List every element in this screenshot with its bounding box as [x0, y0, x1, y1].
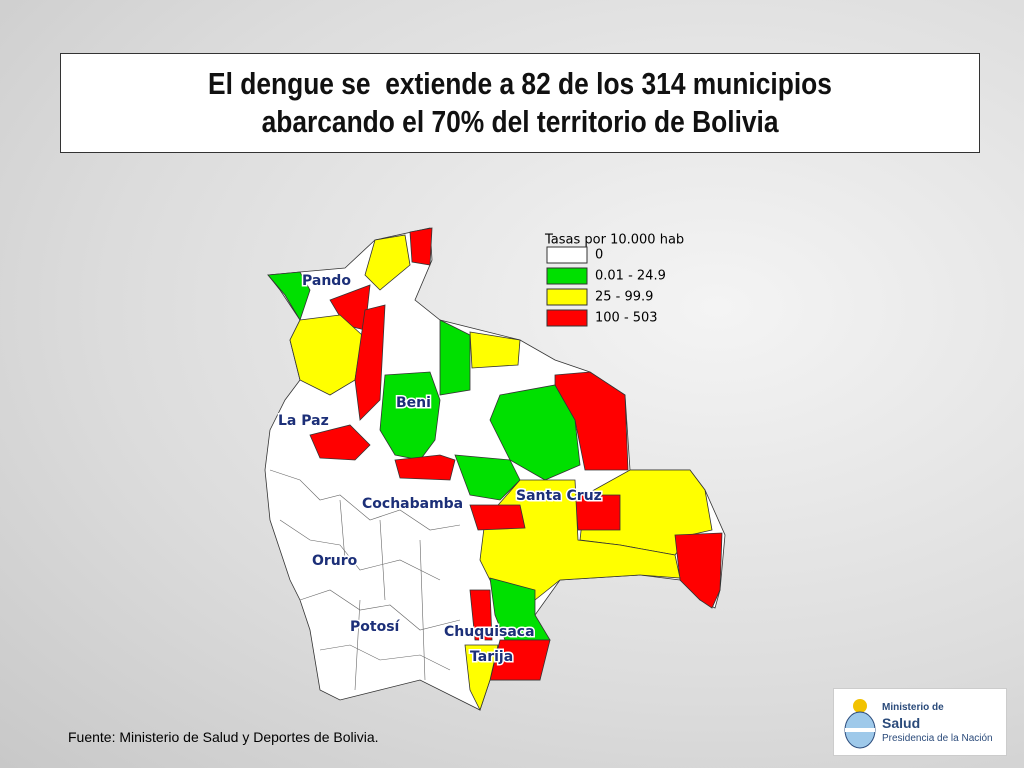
map-label: La Paz	[278, 413, 329, 429]
map-label: Chuquisaca	[444, 624, 535, 640]
map-label: Beni	[396, 395, 431, 411]
title-box: El dengue se extiende a 82 de los 314 mu…	[60, 53, 980, 153]
logo-text: Presidencia de la Nación	[882, 733, 993, 744]
map-label: Cochabamba	[362, 496, 463, 512]
region	[409, 227, 433, 266]
legend-label: 0.01 - 24.9	[595, 269, 666, 284]
region	[469, 589, 493, 641]
region	[289, 314, 363, 396]
region	[354, 304, 386, 421]
region	[469, 504, 526, 531]
source: Fuente: Ministerio de Salud y Deportes d…	[68, 729, 379, 745]
logo: Ministerio de Salud Presidencia de la Na…	[833, 688, 1007, 756]
region	[309, 424, 371, 461]
title-line: El dengue se extiende a 82 de los 314 mu…	[208, 66, 832, 101]
legend-label: 100 - 503	[595, 311, 658, 326]
title-line: abarcando el 70% del territorio de Boliv…	[261, 104, 779, 139]
municipal-lines	[269, 469, 461, 691]
legend-swatch	[546, 267, 588, 285]
logo-text: Salud	[882, 715, 921, 731]
legend-swatch	[546, 246, 588, 264]
region	[439, 319, 471, 396]
region	[394, 454, 456, 481]
region	[379, 371, 441, 461]
legend-swatch	[546, 309, 588, 327]
region	[267, 271, 311, 321]
region	[489, 384, 581, 481]
map-label: Santa Cruz	[516, 488, 602, 504]
region	[464, 644, 499, 712]
map-label: Tarija	[470, 649, 513, 665]
map-label: Pando	[302, 273, 351, 289]
legend-label: 0	[595, 248, 603, 263]
region	[364, 234, 411, 291]
legend-title: Tasas por 10.000 hab	[544, 233, 684, 248]
logo-text: Ministerio de	[882, 702, 944, 713]
region	[479, 479, 681, 601]
logo-emblem	[844, 699, 876, 749]
map-label: Potosí	[350, 619, 401, 635]
region	[469, 331, 521, 369]
map-label: Oruro	[312, 553, 358, 569]
region	[454, 454, 521, 501]
legend-swatch	[546, 288, 588, 306]
legend-label: 25 - 99.9	[595, 290, 653, 305]
region	[674, 532, 723, 609]
